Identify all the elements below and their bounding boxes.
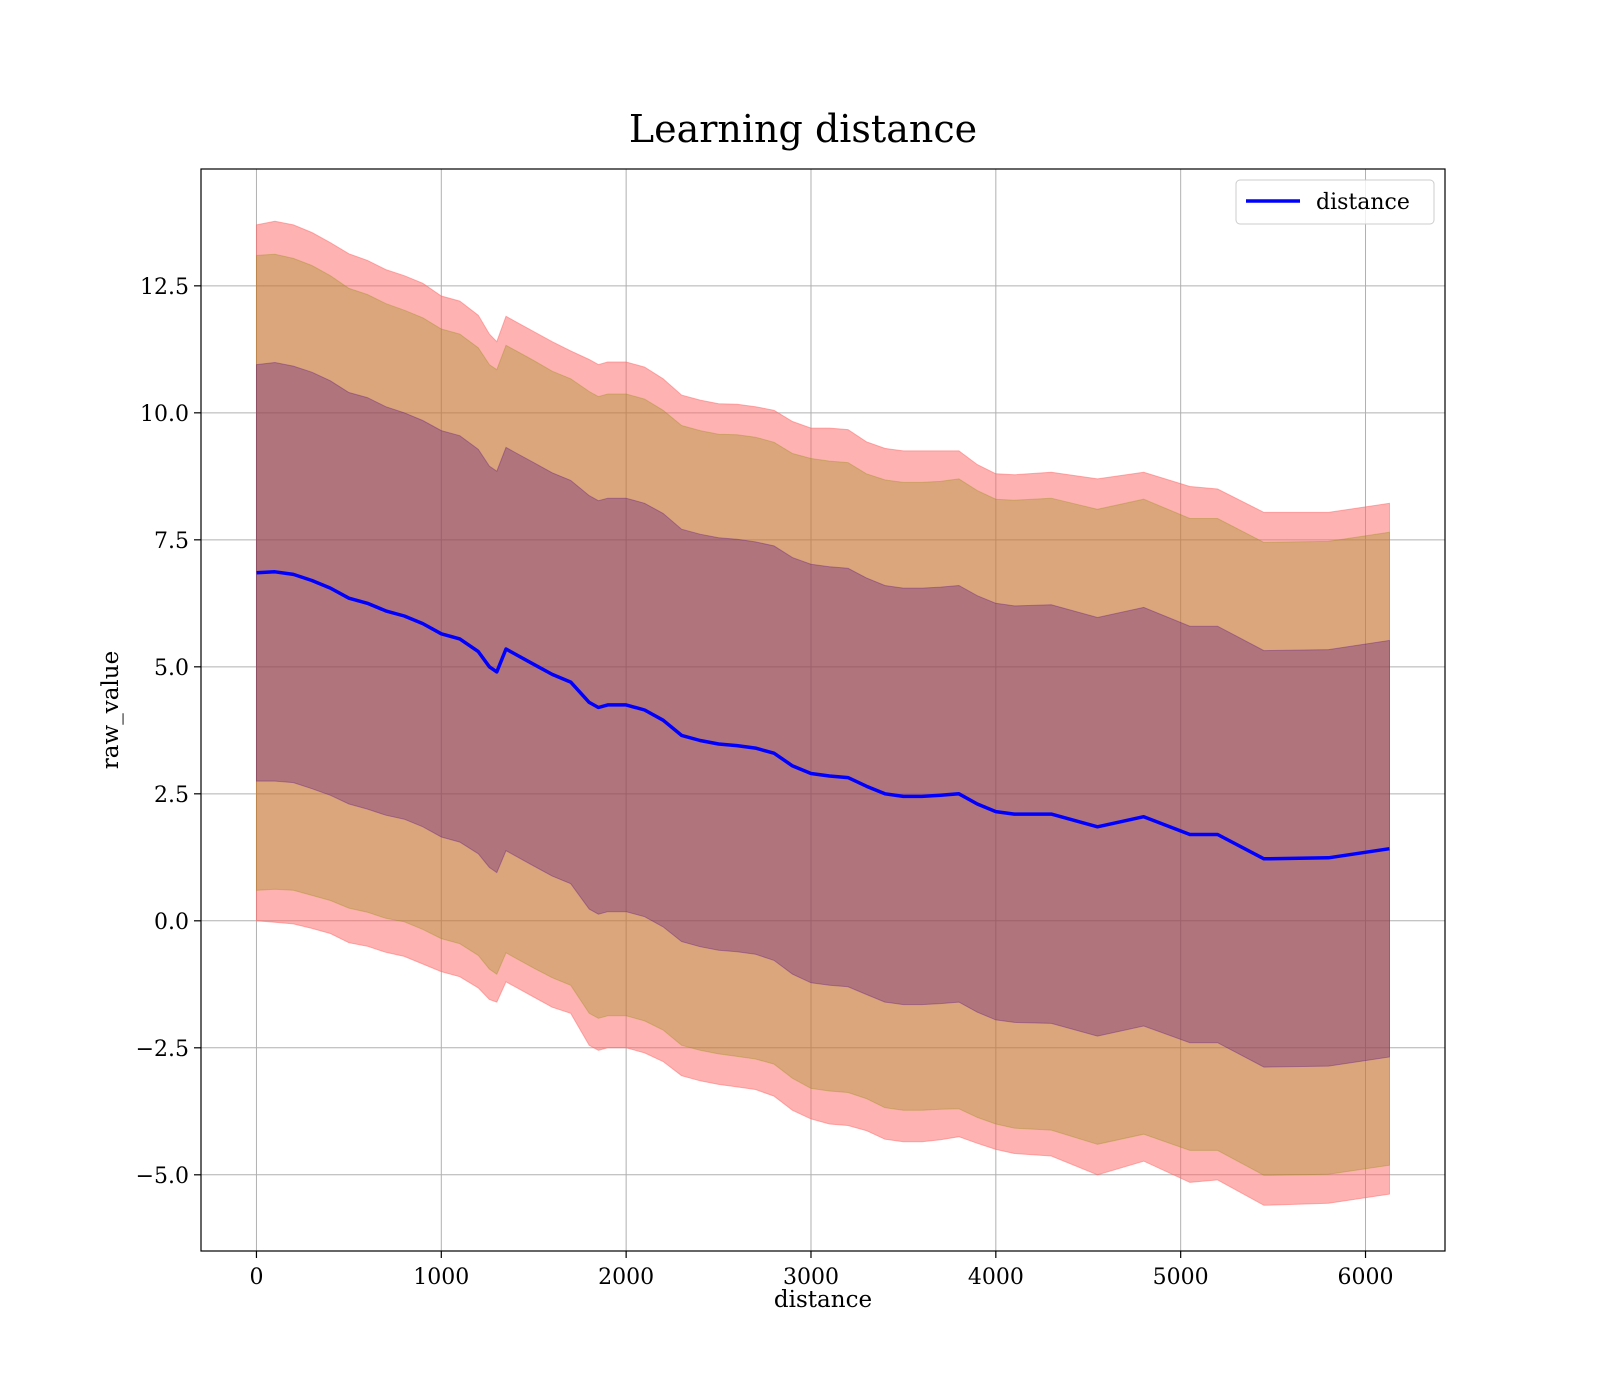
x-axis-label: distance <box>774 1287 872 1313</box>
y-tick-label: 0.0 <box>154 910 189 935</box>
y-tick-label: 10.0 <box>140 402 189 427</box>
chart-title: Learning distance <box>629 107 977 151</box>
y-tick-label: 12.5 <box>140 275 189 300</box>
legend-label-distance: distance <box>1316 190 1410 215</box>
x-tick-label: 3000 <box>783 1265 839 1290</box>
y-tick-label: 2.5 <box>154 783 189 808</box>
y-axis-label: raw_value <box>98 651 124 769</box>
bands <box>256 220 1390 1206</box>
x-tick-label: 0 <box>249 1265 263 1290</box>
legend-box <box>1235 179 1435 225</box>
y-tick-label: −5.0 <box>136 1164 189 1189</box>
band-outer <box>256 220 1390 1206</box>
x-tick-label: 4000 <box>968 1265 1024 1290</box>
legend: distance <box>1235 179 1435 225</box>
series-lines <box>256 570 1390 861</box>
y-tick-label: 5.0 <box>154 656 189 681</box>
x-tick-label: 6000 <box>1338 1265 1394 1290</box>
ticks: 0 1000 2000 3000 4000 5000 6000 −5.0 −2.5 0.0 2.5 5… <box>136 275 1394 1290</box>
band-inner <box>256 361 1390 1068</box>
series-line-distance <box>256 570 1390 861</box>
band-middle <box>256 253 1390 1176</box>
plot-frame <box>200 168 1446 1252</box>
x-tick-label: 1000 <box>413 1265 469 1290</box>
x-tick-label: 2000 <box>598 1265 654 1290</box>
y-tick-label: −2.5 <box>136 1037 189 1062</box>
y-tick-label: 7.5 <box>154 529 189 554</box>
x-tick-label: 5000 <box>1153 1265 1209 1290</box>
